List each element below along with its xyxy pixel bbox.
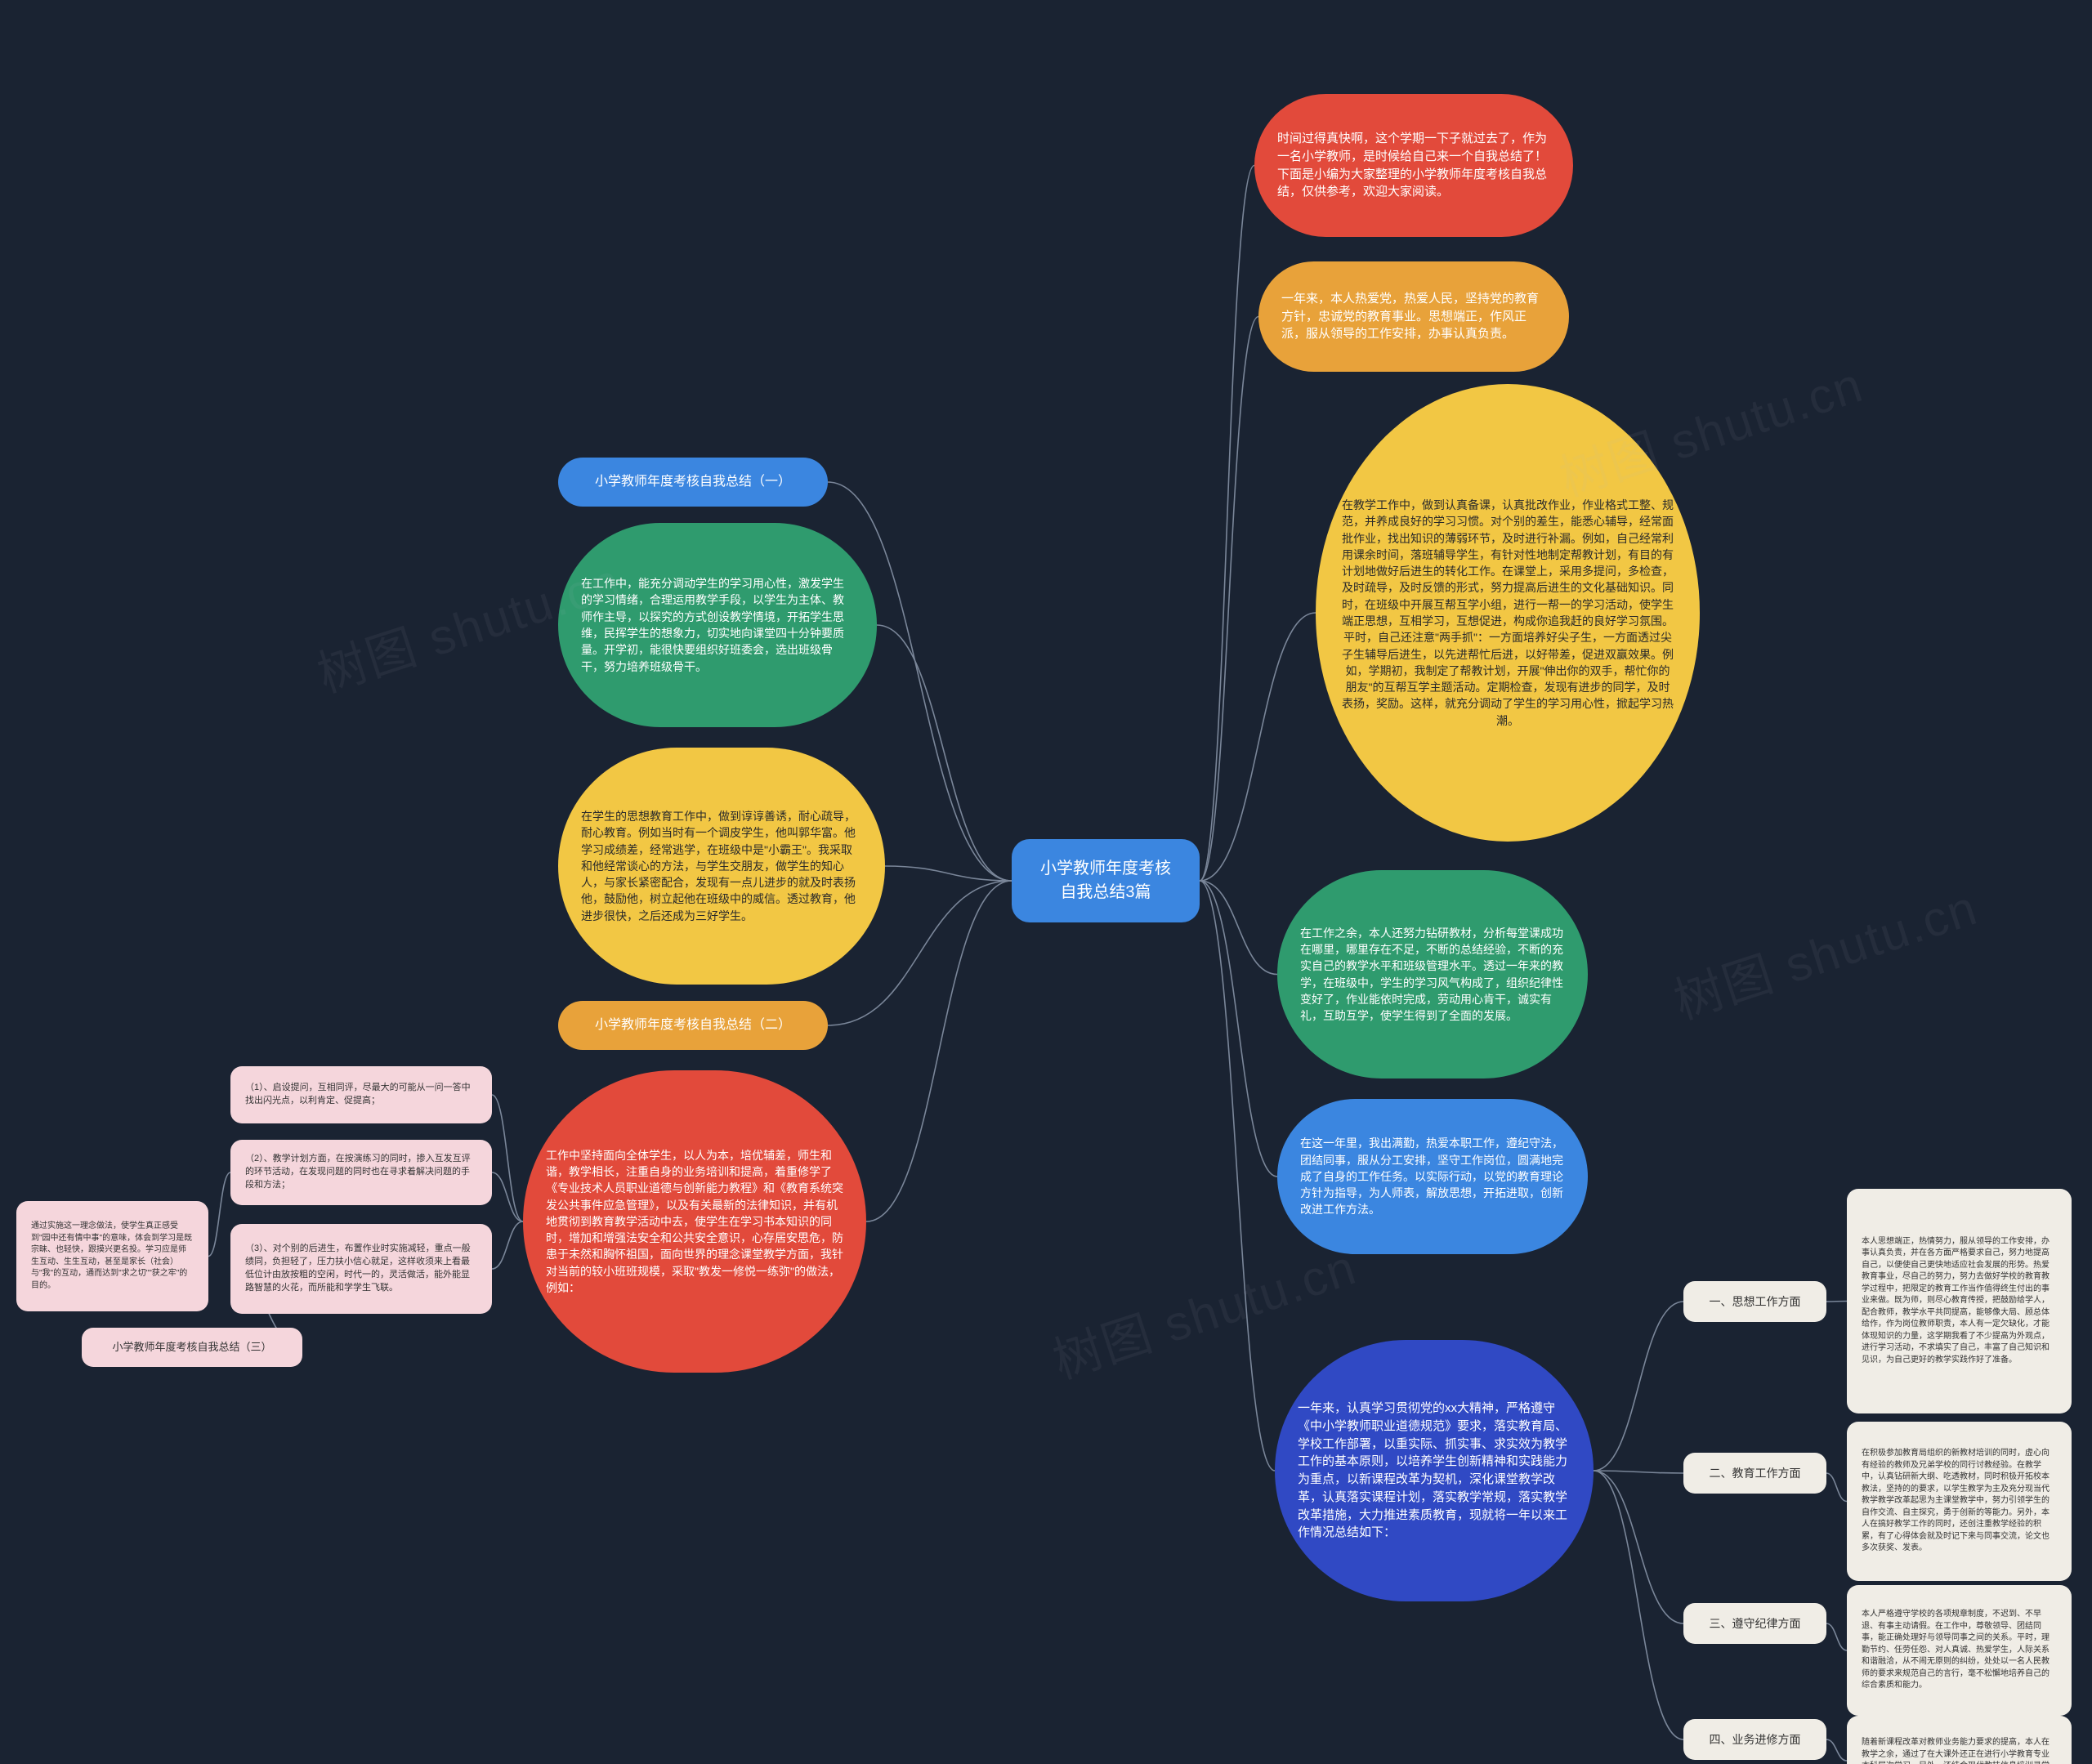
node-text: 小学教师年度考核自我总结（三） — [112, 1340, 271, 1355]
node-text: 在工作中，能充分调动学生的学习用心性，激发学生的学习情绪，合理运用教学手段，以学… — [581, 575, 854, 675]
node-text: （2）、教学计划方面，在按演练习的同时，掺入互发互评的环节活动，在发现问题的同时… — [245, 1153, 477, 1192]
link — [885, 866, 1012, 881]
node-r1[interactable]: 时间过得真快啊，这个学期一下子就过去了，作为一名小学教师，是时候给自己来一个自我… — [1254, 94, 1573, 237]
link — [1826, 1739, 1847, 1761]
node-text: 本人严格遵守学校的各项规章制度，不迟到、不早退、有事主动请假。在工作中，尊敬领导… — [1862, 1609, 2057, 1692]
node-r6d1[interactable]: 随着新课程改革对教师业务能力要求的提高，本人在教学之余，通过了在大课外还正在进行… — [1847, 1716, 2072, 1764]
node-text: 本人思想端正，热情努力，服从领导的工作安排，办事认真负责，并在各方面严格要求自己… — [1862, 1236, 2057, 1367]
watermark: 树图 shutu.cn — [1043, 1228, 1365, 1393]
node-text: 在教学工作中，做到认真备课，认真批改作业，作业格式工整、规范，并养成良好的学习习… — [1340, 497, 1675, 729]
node-r6b1[interactable]: 在积极参加教育局组织的新教材培训的同时，虚心向有经验的教师及兄弟学校的同行讨教经… — [1847, 1422, 2072, 1581]
link — [1826, 1473, 1847, 1502]
node-text: 小学教师年度考核自我总结（二） — [595, 1016, 791, 1034]
link — [492, 1095, 523, 1221]
node-r6c[interactable]: 三、遵守纪律方面 — [1683, 1603, 1826, 1644]
node-l5b[interactable]: （2）、教学计划方面，在按演练习的同时，掺入互发互评的环节活动，在发现问题的同时… — [230, 1140, 492, 1205]
node-l5e[interactable]: 通过实施这一理念做法，使学生真正感受到"园中还有情中事"的意味，体会到学习是既宗… — [16, 1201, 208, 1311]
link — [1200, 166, 1254, 882]
link — [492, 1221, 523, 1269]
link — [1594, 1471, 1683, 1739]
node-l3[interactable]: 在学生的思想教育工作中，做到谆谆善诱，耐心疏导，耐心教育。例如当时有一个调皮学生… — [558, 748, 885, 985]
link — [1594, 1471, 1683, 1473]
link — [492, 1172, 523, 1221]
link — [1200, 881, 1277, 975]
node-l1[interactable]: 小学教师年度考核自我总结（一） — [558, 458, 828, 507]
node-l5c[interactable]: （3）、对个别的后进生，布置作业时实施减轻，重点一般绩同，负担轻了，压力扶小信心… — [230, 1224, 492, 1314]
link — [1200, 613, 1316, 881]
node-r3[interactable]: 在教学工作中，做到认真备课，认真批改作业，作业格式工整、规范，并养成良好的学习习… — [1316, 384, 1700, 842]
node-r4[interactable]: 在工作之余，本人还努力钻研教材，分析每堂课成功在哪里，哪里存在不足，不断的总结经… — [1277, 870, 1588, 1078]
link — [1594, 1471, 1683, 1623]
node-text: 小学教师年度考核自我总结3篇 — [1033, 857, 1178, 904]
node-r6a[interactable]: 一、思想工作方面 — [1683, 1281, 1826, 1322]
node-l5d[interactable]: 小学教师年度考核自我总结（三） — [82, 1328, 302, 1367]
node-r6a1[interactable]: 本人思想端正，热情努力，服从领导的工作安排，办事认真负责，并在各方面严格要求自己… — [1847, 1189, 2072, 1413]
node-text: 工作中坚持面向全体学生，以人为本，培优辅差，师生和谐，教学相长，注重自身的业务培… — [546, 1147, 843, 1297]
node-l2[interactable]: 在工作中，能充分调动学生的学习用心性，激发学生的学习情绪，合理运用教学手段，以学… — [558, 523, 877, 727]
node-text: 三、遵守纪律方面 — [1710, 1615, 1801, 1632]
node-r5[interactable]: 在这一年里，我出满勤，热爱本职工作，遵纪守法，团结同事，服从分工安排，坚守工作岗… — [1277, 1099, 1588, 1254]
node-text: 在工作之余，本人还努力钻研教材，分析每堂课成功在哪里，哪里存在不足，不断的总结经… — [1300, 925, 1565, 1025]
node-text: 在学生的思想教育工作中，做到谆谆善诱，耐心疏导，耐心教育。例如当时有一个调皮学生… — [581, 808, 862, 924]
node-r6b[interactable]: 二、教育工作方面 — [1683, 1453, 1826, 1494]
node-r2[interactable]: 一年来，本人热爱党，热爱人民，坚持党的教育方针，忠诚党的教育事业。思想端正，作风… — [1258, 261, 1569, 372]
node-text: 小学教师年度考核自我总结（一） — [595, 472, 791, 491]
node-text: 在积极参加教育局组织的新教材培训的同时，虚心向有经验的教师及兄弟学校的同行讨教经… — [1862, 1448, 2057, 1555]
node-text: 通过实施这一理念做法，使学生真正感受到"园中还有情中事"的意味，体会到学习是既宗… — [31, 1221, 194, 1292]
node-text: 四、业务进修方面 — [1710, 1731, 1801, 1748]
node-text: 二、教育工作方面 — [1710, 1465, 1801, 1481]
node-text: 一年来，本人热爱党，热爱人民，坚持党的教育方针，忠诚党的教育事业。思想端正，作风… — [1281, 290, 1546, 343]
node-text: 时间过得真快啊，这个学期一下子就过去了，作为一名小学教师，是时候给自己来一个自我… — [1277, 130, 1550, 201]
node-root[interactable]: 小学教师年度考核自我总结3篇 — [1012, 839, 1200, 922]
link — [1826, 1623, 1847, 1650]
node-r6d[interactable]: 四、业务进修方面 — [1683, 1719, 1826, 1760]
link — [1594, 1302, 1683, 1471]
link — [1200, 317, 1258, 882]
link — [1200, 881, 1277, 1177]
node-l4[interactable]: 小学教师年度考核自我总结（二） — [558, 1001, 828, 1050]
node-text: 在这一年里，我出满勤，热爱本职工作，遵纪守法，团结同事，服从分工安排，坚守工作岗… — [1300, 1135, 1565, 1217]
node-l5a[interactable]: （1）、启设提问，互相同评，尽最大的可能从一问一答中找出闪光点，以利肯定、促提高… — [230, 1066, 492, 1123]
node-text: （1）、启设提问，互相同评，尽最大的可能从一问一答中找出闪光点，以利肯定、促提高… — [245, 1082, 477, 1108]
link — [1200, 881, 1275, 1471]
node-text: 随着新课程改革对教师业务能力要求的提高，本人在教学之余，通过了在大课外还正在进行… — [1862, 1737, 2057, 1764]
node-r6c1[interactable]: 本人严格遵守学校的各项规章制度，不迟到、不早退、有事主动请假。在工作中，尊敬领导… — [1847, 1585, 2072, 1716]
node-l5[interactable]: 工作中坚持面向全体学生，以人为本，培优辅差，师生和谐，教学相长，注重自身的业务培… — [523, 1070, 866, 1373]
node-r6[interactable]: 一年来，认真学习贯彻党的xx大精神，严格遵守《中小学教师职业道德规范》要求，落实… — [1275, 1340, 1594, 1601]
watermark: 树图 shutu.cn — [1664, 869, 1986, 1034]
node-text: 一年来，认真学习贯彻党的xx大精神，严格遵守《中小学教师职业道德规范》要求，落实… — [1298, 1400, 1571, 1542]
link — [866, 881, 1012, 1221]
node-text: （3）、对个别的后进生，布置作业时实施减轻，重点一般绩同，负担轻了，压力扶小信心… — [245, 1243, 477, 1295]
link — [208, 1172, 230, 1257]
link — [877, 625, 1012, 881]
node-text: 一、思想工作方面 — [1710, 1293, 1801, 1310]
